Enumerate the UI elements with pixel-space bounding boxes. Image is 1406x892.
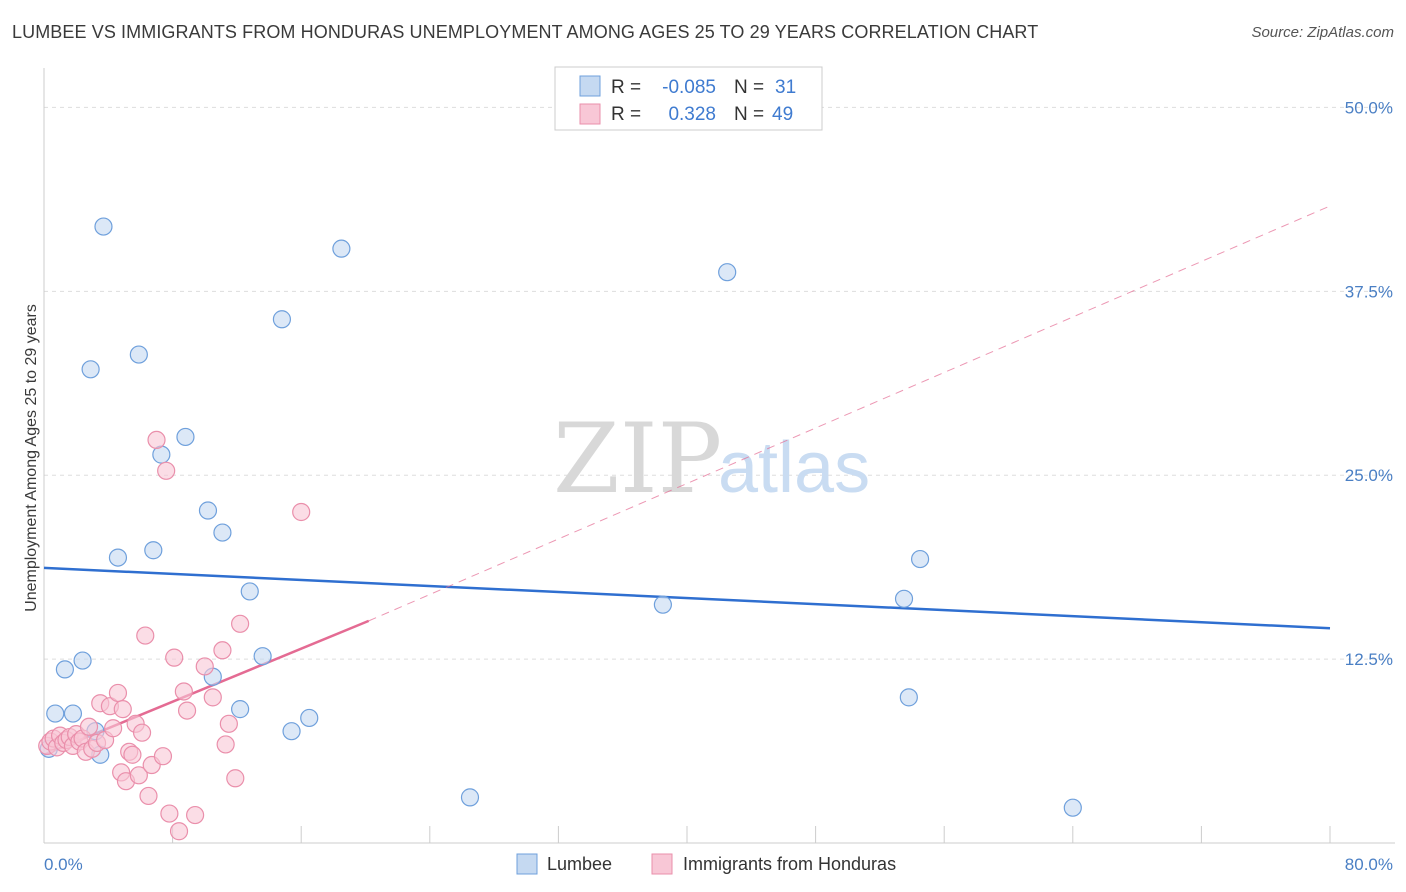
- y-axis-label: Unemployment Among Ages 25 to 29 years: [23, 304, 40, 612]
- point-honduras: [219, 714, 238, 733]
- point-honduras: [139, 786, 158, 806]
- point-honduras: [226, 769, 245, 788]
- point-lumbee: [1063, 798, 1082, 817]
- point-honduras: [169, 822, 189, 841]
- point-lumbee: [129, 345, 148, 364]
- axes: [43, 68, 1395, 844]
- point-lumbee: [94, 217, 113, 236]
- point-lumbee: [176, 427, 195, 447]
- point-lumbee: [282, 722, 301, 741]
- correlation-legend: R = -0.085 N = 31 R = 0.328 N = 49: [554, 66, 823, 131]
- point-lumbee: [231, 700, 250, 719]
- point-honduras: [186, 805, 205, 825]
- x-tick-label: 0.0%: [44, 855, 83, 874]
- point-honduras: [132, 723, 152, 742]
- point-lumbee: [108, 548, 128, 567]
- legend-r-label: R =: [611, 104, 641, 125]
- legend-n-label: N =: [734, 104, 764, 125]
- legend-swatch-lumbee: [579, 75, 601, 97]
- chart-title: LUMBEE VS IMMIGRANTS FROM HONDURAS UNEMP…: [12, 22, 1039, 42]
- point-lumbee: [198, 501, 218, 520]
- point-lumbee: [894, 589, 914, 608]
- point-lumbee: [81, 360, 100, 379]
- legend-n-label: N =: [734, 77, 764, 98]
- point-honduras: [79, 717, 99, 736]
- point-honduras: [165, 648, 184, 667]
- point-lumbee: [63, 704, 83, 723]
- point-honduras: [216, 735, 235, 754]
- point-honduras: [213, 641, 232, 660]
- trend-line-honduras: [368, 205, 1331, 622]
- point-lumbee: [899, 688, 918, 707]
- point-honduras: [157, 461, 176, 480]
- point-lumbee: [332, 239, 351, 258]
- point-honduras: [113, 700, 132, 719]
- point-honduras: [147, 430, 166, 450]
- x-tick-label: 80.0%: [1345, 855, 1393, 874]
- point-honduras: [123, 745, 142, 764]
- legend-label-lumbee: Lumbee: [547, 854, 612, 874]
- y-tick-label: 25.0%: [1345, 466, 1393, 485]
- point-lumbee: [73, 651, 92, 670]
- point-lumbee: [46, 704, 65, 723]
- point-honduras: [104, 719, 123, 738]
- point-honduras: [153, 747, 173, 766]
- watermark-atlas: atlas: [718, 428, 870, 508]
- point-lumbee: [144, 541, 163, 560]
- data-points: [38, 217, 1082, 841]
- series-legend: Lumbee Immigrants from Honduras: [516, 853, 896, 875]
- chart-source: Source: ZipAtlas.com: [1251, 24, 1394, 41]
- trend-line-lumbee: [43, 566, 1331, 630]
- legend-swatch-honduras: [651, 853, 673, 875]
- point-lumbee: [213, 523, 232, 542]
- y-tick-label: 37.5%: [1345, 282, 1393, 301]
- point-lumbee: [718, 263, 737, 282]
- legend-r-value: 0.328: [668, 104, 716, 125]
- legend-n-value: 31: [775, 77, 796, 98]
- point-honduras: [160, 804, 179, 823]
- legend-r-value: -0.085: [662, 77, 716, 98]
- legend-swatch-lumbee: [516, 853, 538, 875]
- point-honduras: [129, 766, 148, 785]
- point-honduras: [292, 502, 311, 522]
- point-lumbee: [240, 582, 259, 601]
- y-tick-label: 50.0%: [1345, 98, 1393, 117]
- legend-swatch-honduras: [579, 103, 601, 125]
- watermark-zip: ZIP: [553, 403, 722, 515]
- point-honduras: [203, 688, 222, 707]
- point-lumbee: [910, 549, 930, 569]
- point-honduras: [108, 683, 128, 703]
- point-honduras: [177, 701, 197, 720]
- watermark: ZIP atlas: [553, 403, 870, 515]
- legend-r-label: R =: [611, 77, 641, 98]
- point-lumbee: [55, 660, 74, 679]
- point-lumbee: [460, 788, 480, 807]
- point-lumbee: [272, 310, 292, 329]
- point-lumbee: [300, 708, 319, 728]
- tick-labels: 12.5% 25.0% 37.5% 50.0% 0.0% 80.0%: [44, 98, 1393, 874]
- point-honduras: [195, 657, 214, 676]
- point-honduras: [174, 682, 193, 701]
- point-lumbee: [253, 647, 272, 666]
- legend-label-honduras: Immigrants from Honduras: [683, 854, 896, 874]
- point-lumbee: [653, 595, 672, 614]
- legend-n-value: 49: [772, 104, 793, 125]
- y-tick-label: 12.5%: [1345, 650, 1393, 669]
- point-honduras: [231, 614, 250, 633]
- point-honduras: [136, 626, 155, 645]
